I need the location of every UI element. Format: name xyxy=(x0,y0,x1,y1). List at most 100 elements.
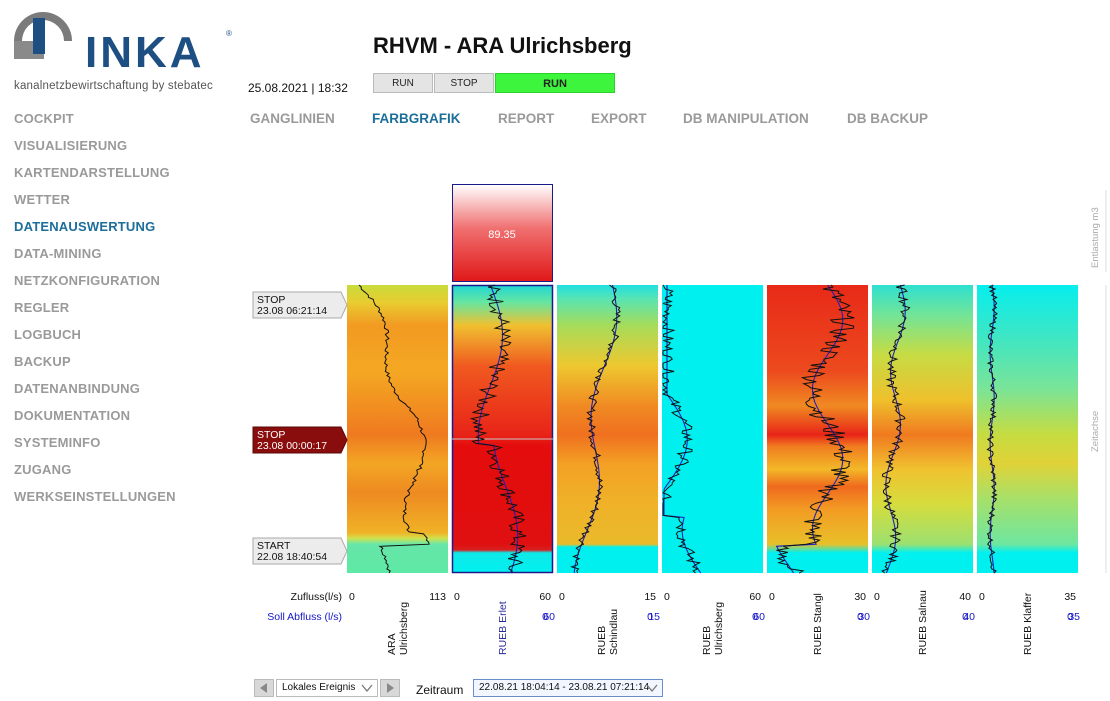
zufluss-min-label: 0 xyxy=(349,591,355,603)
tab-farbgrafik[interactable]: FARBGRAFIK xyxy=(372,111,461,126)
sidebar-item-cockpit[interactable]: COCKPIT xyxy=(14,111,74,126)
strip-selected-border xyxy=(451,284,554,574)
strip-gradient xyxy=(557,285,658,573)
time-marker-label: STOP xyxy=(257,294,285,306)
tab-ganglinien[interactable]: GANGLINIEN xyxy=(250,111,335,126)
sidebar-item-systeminfo[interactable]: SYSTEMINFO xyxy=(14,435,101,450)
time-marker-label: STOP xyxy=(257,429,285,441)
color-strip-5 xyxy=(767,284,868,574)
station-name-label[interactable]: RUEB Klaffer xyxy=(1022,592,1034,655)
overflow-volume-box: 89.35 xyxy=(452,184,553,282)
sidebar-item-datenanbindung[interactable]: DATENANBINDUNG xyxy=(14,381,141,396)
sidebar-item-netzkonfiguration[interactable]: NETZKONFIGURATION xyxy=(14,273,161,288)
zufluss-max-label: 60 xyxy=(749,591,761,603)
soll-min-label: 0 xyxy=(647,611,653,623)
overflow-volume-fill xyxy=(452,184,553,282)
soll-max-label: 40 xyxy=(963,611,975,623)
next-event-button[interactable] xyxy=(380,679,400,697)
zufluss-min-label: 0 xyxy=(979,591,985,603)
color-strip-6 xyxy=(872,284,973,574)
strip-gradient xyxy=(977,285,1078,573)
soll-abfluss-line xyxy=(885,284,906,574)
color-strip-2 xyxy=(451,284,554,574)
event-type-select[interactable]: Lokales Ereignis xyxy=(276,679,378,697)
soll-abfluss-line xyxy=(477,284,519,574)
soll-max-label: 15 xyxy=(648,611,660,623)
soll-max-label: 60 xyxy=(753,611,765,623)
zeitraum-label: Zeitraum xyxy=(416,683,464,697)
station-name-label[interactable]: ARAUlrichsberg xyxy=(386,602,410,655)
stop-button[interactable]: STOP xyxy=(434,73,494,93)
station-name-label[interactable]: RUEBUlrichsberg xyxy=(701,602,725,655)
soll-min-label: 0 xyxy=(962,611,968,623)
chevron-down-icon xyxy=(361,684,373,693)
zufluss-max-label: 40 xyxy=(959,591,971,603)
color-strip-3 xyxy=(557,284,658,574)
time-marker-timestamp: 22.08 18:40:54 xyxy=(257,551,327,563)
zufluss-max-label: 30 xyxy=(854,591,866,603)
zufluss-min-label: 0 xyxy=(664,591,670,603)
tab-export[interactable]: EXPORT xyxy=(591,111,647,126)
zufluss-max-label: 35 xyxy=(1064,591,1076,603)
zufluss-min-label: 0 xyxy=(454,591,460,603)
sidebar-item-backup[interactable]: BACKUP xyxy=(14,354,71,369)
tab-db-manipulation[interactable]: DB MANIPULATION xyxy=(683,111,809,126)
zufluss-min-label: 0 xyxy=(769,591,775,603)
soll-min-label: 0 xyxy=(857,611,863,623)
zufluss-max-label: 60 xyxy=(539,591,551,603)
soll-max-label: 60 xyxy=(543,611,555,623)
soll-min-label: 0 xyxy=(1067,611,1073,623)
run-button[interactable]: RUN xyxy=(373,73,433,93)
sidebar-item-zugang[interactable]: ZUGANG xyxy=(14,462,72,477)
run-status-indicator[interactable]: RUN xyxy=(495,73,615,93)
sidebar-item-data-mining[interactable]: DATA-MINING xyxy=(14,246,102,261)
inka-logo: INKA ® xyxy=(14,12,232,77)
strip-gradient xyxy=(872,285,973,573)
arrow-right-icon xyxy=(387,683,394,693)
event-type-value: Lokales Ereignis xyxy=(282,682,356,693)
time-marker-flag xyxy=(252,537,348,565)
time-marker-flag xyxy=(252,426,348,454)
zeitachse-axis-label: Zeitachse xyxy=(1090,411,1101,452)
zufluss-row-label: Zufluss(l/s) xyxy=(291,591,342,603)
station-name-label[interactable]: RUEB Erlet xyxy=(497,601,509,655)
tab-report[interactable]: REPORT xyxy=(498,111,555,126)
soll-abfluss-row-label: Soll Abfluss (l/s) xyxy=(267,611,342,623)
time-marker-timestamp: 23.08 00:00:17 xyxy=(257,440,327,452)
arrow-left-icon xyxy=(260,683,267,693)
current-datetime: 25.08.2021 | 18:32 xyxy=(248,81,348,95)
sidebar-nav: COCKPIT VISUALISIERUNG KARTENDARSTELLUNG… xyxy=(14,111,176,516)
tab-db-backup[interactable]: DB BACKUP xyxy=(847,111,928,126)
zufluss-line xyxy=(570,284,622,574)
zufluss-line xyxy=(881,284,911,574)
sidebar-item-logbuch[interactable]: LOGBUCH xyxy=(14,327,82,342)
sidebar-item-dokumentation[interactable]: DOKUMENTATION xyxy=(14,408,131,423)
sidebar-item-wetter[interactable]: WETTER xyxy=(14,192,71,207)
zufluss-max-label: 15 xyxy=(644,591,656,603)
strip-gradient xyxy=(662,285,763,573)
zeitraum-select[interactable]: 22.08.21 18:04:14 - 23.08.21 07:21:14 xyxy=(473,679,663,697)
color-strip-7 xyxy=(977,284,1078,574)
station-name-label[interactable]: RUEB Salnau xyxy=(917,590,929,655)
color-strip-4 xyxy=(661,284,763,574)
sidebar-item-visualisierung[interactable]: VISUALISIERUNG xyxy=(14,138,128,153)
zufluss-line xyxy=(358,284,430,574)
color-strip-1 xyxy=(347,284,448,574)
sidebar-item-werkseinstellungen[interactable]: WERKSEINSTELLUNGEN xyxy=(14,489,176,504)
sidebar-item-kartendarstellung[interactable]: KARTENDARSTELLUNG xyxy=(14,165,170,180)
prev-event-button[interactable] xyxy=(254,679,274,697)
brand-name: INKA xyxy=(85,28,205,77)
chevron-down-icon xyxy=(646,684,658,693)
sidebar-item-datenauswertung[interactable]: DATENAUSWERTUNG xyxy=(14,219,156,234)
station-name-label[interactable]: RUEBSchindlau xyxy=(596,609,620,655)
svg-text:INKA: INKA xyxy=(85,28,205,77)
zufluss-min-label: 0 xyxy=(559,591,565,603)
sidebar-item-regler[interactable]: REGLER xyxy=(14,300,70,315)
zufluss-line xyxy=(986,284,998,574)
soll-max-label: 35 xyxy=(1068,611,1080,623)
station-name-label[interactable]: RUEB Stangl xyxy=(812,593,824,655)
